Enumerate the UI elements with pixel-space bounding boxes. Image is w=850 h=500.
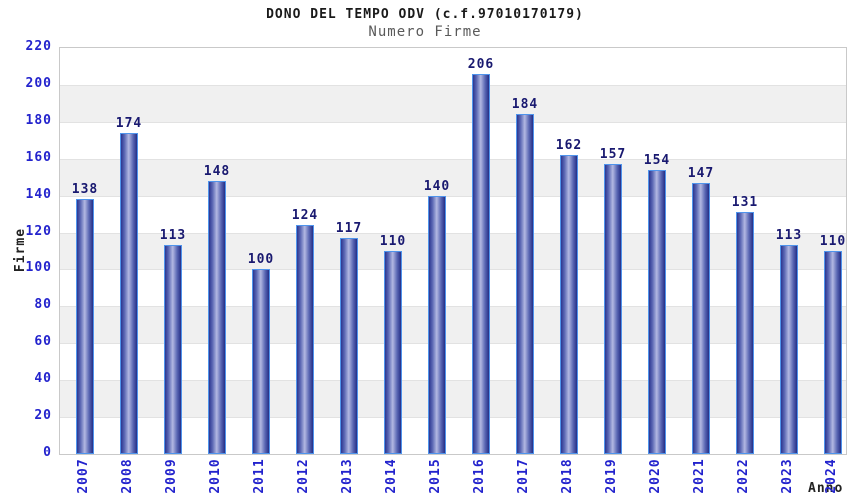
grid-band bbox=[60, 269, 846, 306]
x-tick-label: 2017 bbox=[516, 458, 531, 494]
bar-value-label: 147 bbox=[687, 165, 715, 181]
bar-value-label: 124 bbox=[291, 208, 319, 224]
x-tick-label: 2024 bbox=[824, 458, 839, 494]
bar-2014 bbox=[384, 251, 402, 454]
bar-value-label: 174 bbox=[115, 115, 143, 131]
bar-2017 bbox=[516, 114, 534, 454]
grid-band bbox=[60, 380, 846, 418]
chart-title: DONO DEL TEMPO ODV (c.f.97010170179) bbox=[266, 7, 584, 22]
y-tick-label: 200 bbox=[25, 75, 52, 91]
plot-area: 138 174 113 148 100 124 117 110 140 206 184 162 157 1… bbox=[59, 47, 847, 455]
grid-band bbox=[60, 195, 846, 233]
y-tick-label: 160 bbox=[25, 149, 52, 165]
y-tick-label: 0 bbox=[43, 445, 52, 460]
grid-band bbox=[60, 121, 846, 159]
grid-band bbox=[60, 306, 846, 344]
x-tick-label: 2013 bbox=[340, 458, 355, 494]
bar-value-label: 131 bbox=[731, 195, 759, 211]
x-axis-title: Anno bbox=[808, 481, 844, 496]
chart-subtitle: Numero Firme bbox=[368, 24, 482, 40]
grid-band bbox=[60, 84, 846, 122]
y-tick-label: 120 bbox=[25, 223, 52, 239]
bar-value-label: 117 bbox=[335, 221, 363, 237]
y-tick-label: 100 bbox=[25, 260, 52, 276]
bar-2015 bbox=[428, 195, 446, 454]
bar-2010 bbox=[208, 180, 226, 454]
x-tick-label: 2020 bbox=[648, 458, 663, 494]
bar-2024 bbox=[824, 251, 842, 454]
x-tick-label: 2009 bbox=[164, 458, 179, 494]
bar-value-label: 110 bbox=[819, 234, 847, 249]
x-tick-label: 2012 bbox=[296, 458, 311, 494]
x-tick-label: 2011 bbox=[252, 458, 267, 494]
bar-2016 bbox=[472, 73, 490, 454]
bar-value-label: 162 bbox=[555, 138, 583, 154]
x-tick-label: 2019 bbox=[604, 458, 619, 494]
y-tick-label: 140 bbox=[25, 186, 52, 202]
bar-value-label: 110 bbox=[379, 234, 407, 249]
bar-2019 bbox=[604, 164, 622, 454]
bar-2022 bbox=[736, 212, 754, 454]
x-tick-label: 2010 bbox=[208, 458, 223, 494]
grid-band bbox=[60, 343, 846, 380]
bar-value-label: 154 bbox=[643, 152, 671, 168]
y-tick-label: 80 bbox=[34, 297, 52, 313]
x-tick-label: 2008 bbox=[120, 458, 135, 494]
bar-2013 bbox=[340, 238, 358, 454]
bar-value-label: 184 bbox=[511, 97, 539, 113]
x-tick-label: 2007 bbox=[76, 458, 91, 494]
x-tick-label: 2016 bbox=[472, 458, 487, 494]
x-tick-label: 2018 bbox=[560, 458, 575, 494]
y-tick-label: 40 bbox=[34, 371, 52, 387]
x-tick-label: 2023 bbox=[780, 458, 795, 494]
bar-2012 bbox=[296, 225, 314, 454]
bar-2018 bbox=[560, 155, 578, 454]
bar-2009 bbox=[164, 245, 182, 454]
bar-2023 bbox=[780, 245, 798, 454]
bar-value-label: 140 bbox=[423, 178, 451, 194]
x-tick-label: 2014 bbox=[384, 458, 399, 494]
y-tick-label: 180 bbox=[25, 112, 52, 128]
x-tick-label: 2022 bbox=[736, 458, 751, 494]
y-tick-label: 20 bbox=[34, 408, 52, 424]
bar-value-label: 138 bbox=[71, 182, 99, 198]
bar-value-label: 157 bbox=[599, 147, 627, 163]
grid-band bbox=[60, 158, 846, 196]
bar-value-label: 100 bbox=[247, 252, 275, 268]
x-tick-label: 2015 bbox=[428, 458, 443, 494]
bar-value-label: 206 bbox=[467, 56, 495, 72]
bar-2021 bbox=[692, 182, 710, 454]
x-tick-label: 2021 bbox=[692, 458, 707, 494]
bar-value-label: 148 bbox=[203, 163, 231, 179]
bar-2007 bbox=[76, 199, 94, 454]
bar-value-label: 113 bbox=[775, 228, 803, 244]
y-tick-label: 220 bbox=[25, 39, 52, 54]
grid-band bbox=[60, 417, 846, 454]
bar-2008 bbox=[120, 132, 138, 454]
grid-band bbox=[60, 232, 846, 270]
y-tick-label: 60 bbox=[34, 334, 52, 350]
bar-2020 bbox=[648, 169, 666, 454]
bar-2011 bbox=[252, 269, 270, 454]
bar-value-label: 113 bbox=[159, 228, 187, 244]
